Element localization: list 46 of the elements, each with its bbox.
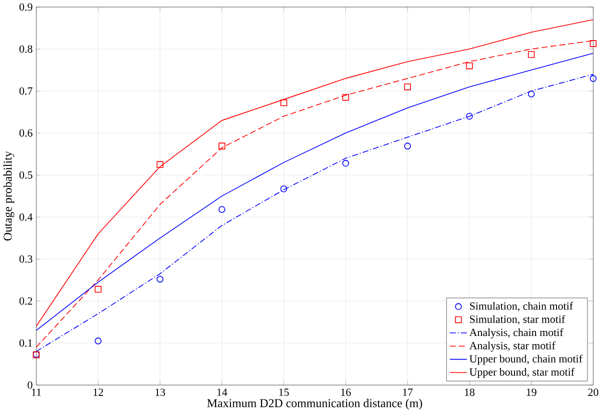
x-axis-title: Maximum D2D communication distance (m) [207,398,422,410]
x-tick-label: 15 [279,388,289,396]
y-tick-label: 0.8 [19,45,32,53]
x-tick-label: 20 [588,388,598,396]
point [342,94,350,101]
x-tick-label: 19 [526,388,536,396]
y-tick-label: 0.5 [19,171,32,179]
y-tick-label: 0.7 [19,87,32,95]
point [466,62,473,70]
legend-label: Upper bound, star motif [470,368,575,378]
point [94,286,102,293]
x-tick-label: 17 [403,388,413,396]
x-tick-label: 16 [341,388,351,396]
point [404,142,411,150]
legend-label: Analysis, star motif [469,342,556,352]
point [528,51,535,58]
y-tick-label: 0.1 [19,339,32,347]
legend-label: Simulation, chain motif [470,302,574,312]
y-tick-label: 0.9 [19,3,32,11]
point [218,206,226,213]
point [156,276,164,283]
point [590,40,597,47]
y-tick-label: 0.4 [19,213,33,221]
y-tick-label: 0 [28,381,32,389]
point [528,90,535,98]
point [280,186,288,192]
point [280,99,288,106]
x-tick-label: 12 [94,388,104,396]
x-tick-label: 11 [32,388,41,396]
point [94,338,102,344]
y-axis-title: Outage probability [3,151,14,241]
legend-label: Analysis, chain motif [469,328,564,338]
point [404,83,411,90]
point [218,142,226,150]
legend-label: Simulation, star motif [470,315,566,325]
y-tick-label: 0.6 [19,129,32,137]
point [590,75,597,82]
point [156,161,164,168]
y-tick-label: 0.3 [19,255,32,263]
x-tick-label: 13 [156,388,166,396]
y-tick-label: 0.2 [19,297,32,305]
x-tick-label: 14 [217,388,228,396]
point [342,160,350,167]
point [466,112,473,120]
x-tick-label: 18 [464,388,474,396]
legend-label: Upper bound, chain motif [470,354,582,365]
